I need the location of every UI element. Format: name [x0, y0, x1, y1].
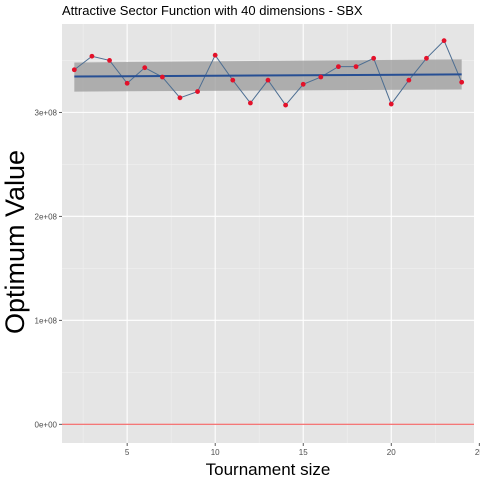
- data-point: [124, 80, 130, 86]
- y-tick-label: 2e+08: [35, 212, 58, 221]
- x-tick-label: 20: [387, 448, 396, 457]
- data-point: [265, 77, 271, 83]
- data-point: [177, 95, 183, 101]
- data-point: [318, 74, 324, 80]
- x-tick-label: 10: [211, 448, 220, 457]
- x-axis: 5 10 15 20 25: [125, 443, 480, 457]
- data-point: [89, 53, 95, 59]
- trend-line: [74, 73, 462, 78]
- data-point: [406, 77, 412, 83]
- data-point: [230, 77, 236, 83]
- data-point: [300, 81, 306, 87]
- y-tick-label: 0e+00: [35, 420, 58, 429]
- data-point: [283, 102, 289, 108]
- data-point: [441, 38, 447, 44]
- plot-panel: [62, 24, 474, 443]
- data-point: [353, 64, 359, 70]
- y-axis-label: Optimum Value: [0, 150, 30, 334]
- data-points: [71, 38, 465, 108]
- data-point: [159, 74, 165, 80]
- trend-line-group: [74, 73, 462, 78]
- x-tick-label: 25: [475, 448, 480, 457]
- data-point: [388, 101, 394, 107]
- data-point: [107, 57, 112, 63]
- data-point: [371, 55, 377, 61]
- chart-title: Attractive Sector Function with 40 dimen…: [62, 3, 363, 18]
- x-tick-label: 5: [125, 448, 130, 457]
- minor-gridlines: [62, 24, 474, 443]
- data-point: [247, 100, 253, 106]
- data-point: [71, 67, 77, 73]
- y-tick-label: 3e+08: [35, 108, 58, 117]
- x-axis-label: Tournament size: [206, 460, 331, 479]
- data-point: [195, 89, 200, 94]
- x-tick-label: 15: [299, 448, 308, 457]
- y-axis: 0e+00 1e+08 2e+08 3e+08: [35, 108, 62, 429]
- data-point: [336, 64, 341, 70]
- data-point: [459, 79, 465, 85]
- y-tick-label: 1e+08: [35, 316, 58, 325]
- data-point: [424, 55, 429, 61]
- data-point: [212, 52, 218, 58]
- data-point: [142, 65, 148, 71]
